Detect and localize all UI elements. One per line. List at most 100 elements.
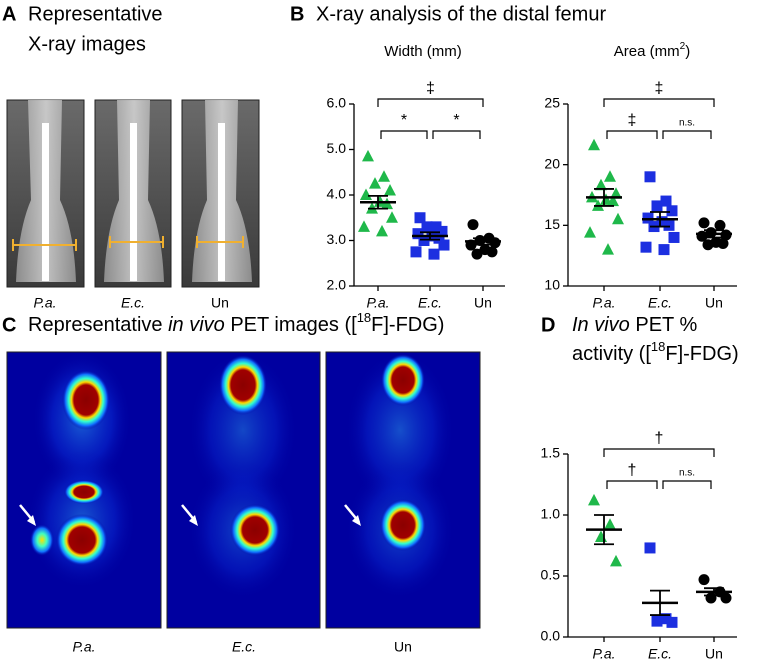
x-tick-label: P.a. — [592, 295, 615, 311]
data-point — [414, 212, 426, 224]
image-caption: Un — [211, 295, 229, 311]
data-point — [378, 170, 390, 182]
panel-title: X-ray images — [28, 33, 146, 55]
data-point — [412, 228, 424, 240]
significance-bracket — [662, 130, 712, 139]
significance-bracket — [606, 480, 658, 489]
data-point — [588, 493, 600, 506]
panel-label: A — [2, 3, 16, 25]
data-point — [644, 542, 656, 554]
xray-image — [181, 99, 260, 288]
panel-title: Representative in vivo PET images ([18F]… — [28, 310, 444, 336]
title-part: In vivo — [572, 314, 630, 336]
data-point — [433, 232, 445, 244]
data-point — [604, 170, 616, 182]
panel-label: D — [541, 314, 555, 336]
data-point — [600, 193, 612, 205]
x-tick-label: Un — [705, 646, 723, 662]
data-point — [386, 211, 398, 223]
y-tick-label: 15 — [544, 216, 560, 232]
data-point — [428, 248, 440, 260]
data-point — [410, 246, 422, 258]
data-point — [663, 219, 675, 231]
data-point — [658, 244, 670, 256]
y-tick-label: 4.0 — [327, 186, 347, 202]
data-point — [436, 225, 448, 237]
data-point — [610, 554, 622, 567]
significance-label: n.s. — [679, 468, 695, 479]
y-tick-label: 0.5 — [541, 567, 561, 583]
y-tick-label: 3.0 — [327, 231, 347, 247]
title-part: in vivo — [168, 314, 225, 336]
xray-images — [6, 99, 260, 288]
data-point — [644, 171, 656, 183]
significance-bracket — [662, 480, 712, 489]
y-tick-label: 1.5 — [541, 445, 561, 461]
data-point — [588, 138, 600, 151]
data-point — [369, 177, 381, 189]
x-tick-label: E.c. — [648, 295, 672, 311]
data-point — [376, 224, 388, 237]
y-tick-label: 5.0 — [327, 140, 347, 156]
title-part: activity ([ — [572, 343, 651, 365]
data-point — [698, 217, 710, 229]
data-point — [607, 194, 619, 207]
significance-bracket — [603, 98, 715, 107]
significance-label: ‡ — [655, 80, 664, 97]
image-caption: P.a. — [72, 639, 95, 655]
x-tick-label: P.a. — [592, 646, 615, 662]
data-point — [651, 615, 663, 627]
pet-image — [325, 350, 481, 629]
x-tick-label: P.a. — [366, 295, 389, 311]
significance-bracket — [432, 130, 481, 139]
title-part: Area (mm — [614, 43, 680, 60]
data-point — [640, 241, 652, 253]
title-part: F]-FDG) — [665, 343, 738, 365]
significance-label: n.s. — [679, 118, 695, 129]
data-point — [720, 592, 732, 604]
x-tick-label: E.c. — [418, 295, 442, 311]
title-part: ) — [685, 43, 690, 60]
significance-label: † — [628, 462, 637, 479]
xray-image — [94, 99, 172, 288]
y-tick-label: 1.0 — [541, 506, 561, 522]
y-tick-label: 6.0 — [327, 95, 347, 111]
data-point — [471, 248, 483, 260]
chart-title: activity ([18F]-FDG) — [572, 339, 739, 365]
chart-title: In vivo PET % — [572, 314, 697, 336]
title-part: PET % — [630, 314, 698, 336]
significance-bracket — [606, 130, 658, 139]
significance-label: † — [655, 430, 664, 447]
significance-label: * — [453, 112, 459, 129]
data-point — [438, 239, 450, 251]
data-point — [651, 200, 663, 212]
data-point — [486, 246, 498, 258]
chart: 2.0 3.0 4.0 5.0 6.0 P.a. E.c. Un * * ‡ — [327, 80, 505, 311]
title-superscript: 2 — [680, 41, 686, 52]
data-point — [612, 212, 624, 225]
y-tick-label: 25 — [544, 95, 560, 111]
data-point — [717, 238, 729, 250]
x-tick-label: Un — [705, 295, 723, 311]
chart-title: Width (mm) — [384, 43, 462, 60]
data-point — [362, 149, 374, 162]
y-tick-label: 10 — [544, 277, 560, 293]
data-point — [384, 183, 396, 196]
data-point — [358, 220, 370, 232]
data-point — [666, 616, 678, 628]
data-point — [421, 221, 433, 233]
image-caption: Un — [394, 639, 412, 655]
panel-label: C — [2, 314, 16, 336]
pet-images — [6, 350, 481, 629]
y-tick-label: 0.0 — [541, 628, 561, 644]
chart-title: Area (mm2) — [614, 41, 690, 60]
xray-image — [6, 99, 85, 288]
data-point — [418, 235, 430, 246]
image-caption: P.a. — [33, 295, 56, 311]
data-point — [714, 219, 726, 231]
data-point — [660, 195, 672, 207]
significance-label: ‡ — [426, 80, 435, 97]
title-superscript: 18 — [357, 310, 371, 325]
significance-bracket — [603, 448, 715, 457]
